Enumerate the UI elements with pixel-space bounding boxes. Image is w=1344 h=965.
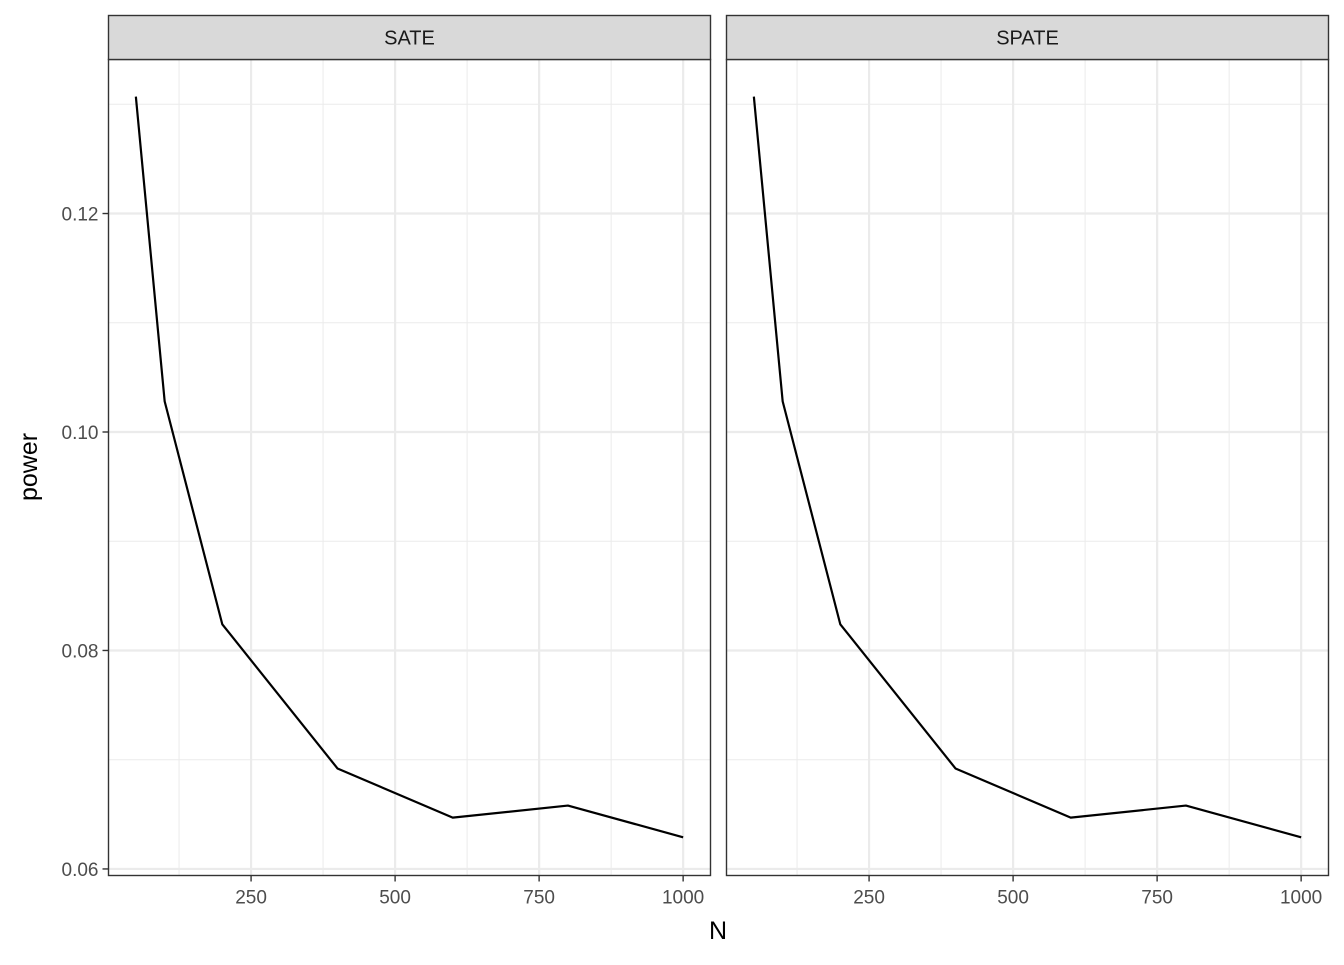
x-axis-title: N [709,917,727,945]
y-tick-label: 0.12 [62,205,99,226]
y-tick-label: 0.08 [62,641,99,662]
facet-strip-label: SPATE [996,28,1059,50]
x-tick-label: 250 [235,888,267,909]
panel-background [109,60,711,876]
panel-background [727,60,1329,876]
x-tick-label: 1000 [1280,888,1322,909]
facet-panel-sate: SATE 250 500 750 1000 0.06 0.08 0.10 0.12 [62,16,711,909]
y-axis-title: power [15,433,43,501]
x-tick-label: 750 [523,888,555,909]
facet-panel-spate: SPATE 250 500 750 1000 [727,16,1329,909]
x-tick-label: 500 [997,888,1029,909]
x-tick-label: 1000 [662,888,704,909]
x-tick-label: 500 [379,888,411,909]
facet-strip-label: SATE [384,28,435,50]
y-tick-label: 0.06 [62,860,99,881]
y-tick-label: 0.10 [62,423,99,444]
x-tick-label: 750 [1141,888,1173,909]
x-tick-label: 250 [853,888,885,909]
